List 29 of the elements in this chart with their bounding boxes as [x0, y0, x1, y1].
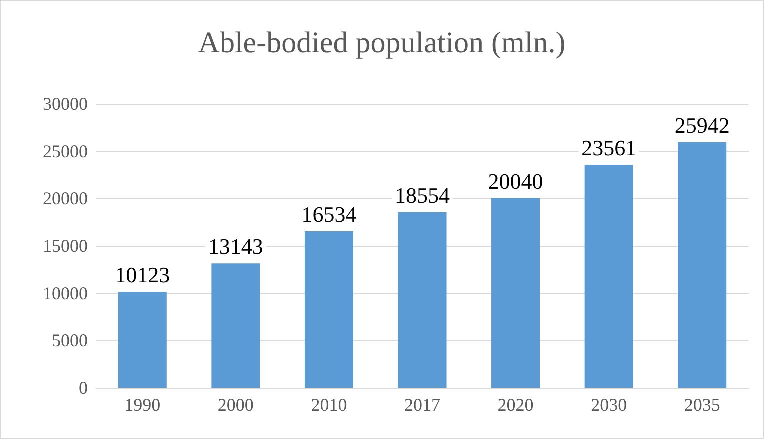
y-tick-label: 5000	[52, 330, 88, 351]
x-tick-label: 2000	[218, 395, 254, 415]
x-tick-label: 2017	[404, 395, 440, 415]
bar	[678, 142, 727, 388]
data-label: 18554	[395, 182, 450, 208]
y-tick-label: 10000	[43, 283, 88, 304]
y-tick-label: 20000	[43, 188, 88, 209]
x-tick-label: 2010	[311, 395, 348, 415]
data-label: 16534	[302, 202, 357, 227]
bar	[584, 164, 634, 388]
bar	[398, 212, 447, 388]
data-label: 10123	[115, 262, 170, 288]
bar	[304, 231, 354, 388]
data-label: 23561	[582, 135, 637, 160]
x-tick-label: 1990	[124, 395, 161, 415]
bar	[212, 264, 260, 388]
y-tick-label: 25000	[43, 141, 88, 162]
y-tick-label: 15000	[43, 236, 88, 256]
bar	[492, 198, 540, 388]
chart-title: Able-bodied population (mln.)	[198, 26, 566, 60]
x-tick-label: 2030	[591, 395, 628, 415]
y-tick-label: 30000	[43, 94, 88, 114]
data-label: 20040	[488, 168, 544, 194]
x-tick-label: 2035	[684, 395, 720, 415]
bar	[118, 292, 167, 388]
data-label: 13143	[208, 234, 264, 260]
x-tick-label: 2020	[498, 395, 534, 415]
y-tick-label: 0	[79, 378, 88, 398]
data-label: 25942	[674, 112, 730, 138]
